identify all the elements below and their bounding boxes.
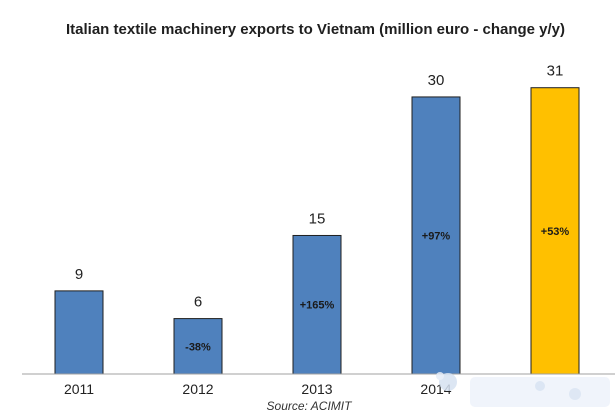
bar-extra [530,87,580,375]
change-label: +97% [422,230,451,242]
chart-title: Italian textile machinery exports to Vie… [66,21,565,38]
x-tick-label: 2013 [301,381,332,397]
bar-2011 [54,290,104,375]
bar-2013 [292,234,342,375]
bars-group [54,87,580,375]
x-tick-label: 2012 [182,381,213,397]
change-label: +53% [541,226,570,238]
watermark-logo [436,372,610,407]
value-label: 15 [309,210,326,227]
x-tick-labels-group: 2011 2012 2013 2014 [64,381,452,397]
bar-2012 [173,318,223,375]
value-labels-group: 9 6 15 30 31 [75,63,564,311]
value-label: 30 [428,72,445,89]
value-label: 9 [75,266,83,283]
bar-2014 [411,96,461,375]
value-label: 6 [194,294,202,311]
change-label: +165% [300,300,335,312]
change-label: -38% [185,341,211,353]
change-labels-group: -38% +165% +97% +53% [185,226,569,353]
x-tick-label: 2011 [64,381,94,397]
value-label: 31 [547,63,564,80]
chart-source: Source: ACIMIT [267,399,354,413]
